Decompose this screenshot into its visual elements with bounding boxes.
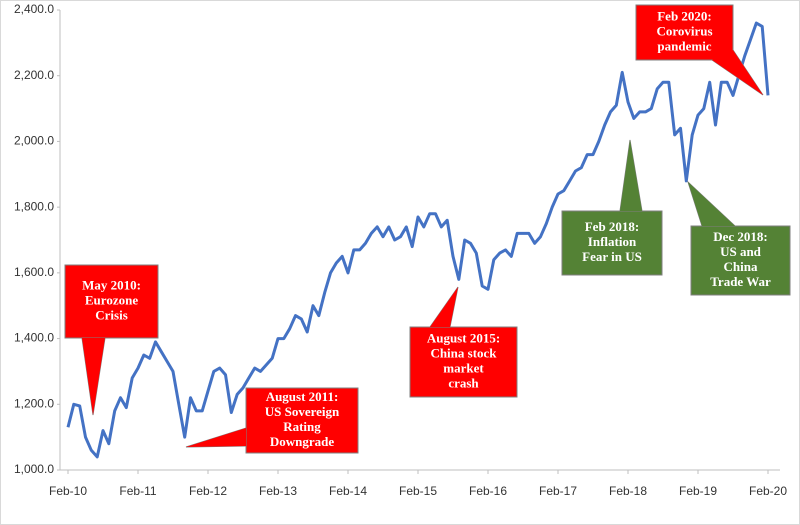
y-tick-label: 1,200.0 <box>14 396 54 410</box>
callout-box <box>561 210 663 276</box>
y-tick-label: 1,600.0 <box>14 265 54 279</box>
x-tick-label: Feb-10 <box>49 484 87 498</box>
callout-joint <box>430 287 458 327</box>
y-tick-label: 2,400.0 <box>14 2 54 16</box>
x-tick-label: Feb-17 <box>539 484 577 498</box>
x-tick-label: Feb-12 <box>189 484 227 498</box>
y-tick-label: 1,400.0 <box>14 331 54 345</box>
callout-text: May 2010: <box>82 277 141 292</box>
x-tick-label: Feb-19 <box>679 484 717 498</box>
callout-text: Feb 2018: <box>585 219 640 234</box>
callout-box <box>409 326 518 398</box>
callout-text: US Sovereign <box>265 404 340 419</box>
callout-text: Inflation <box>588 234 637 249</box>
data-line <box>66 21 770 459</box>
callout-text: August 2015: <box>427 330 500 345</box>
x-tick-label: Feb-13 <box>259 484 297 498</box>
callout-box <box>635 4 734 61</box>
callout-joint <box>620 140 642 211</box>
x-tick-label: Feb-20 <box>749 484 787 498</box>
x-tick-label: Feb-15 <box>399 484 437 498</box>
callout-text: China <box>724 259 758 274</box>
callout-text: pandemic <box>657 38 711 53</box>
y-tick-label: 1,800.0 <box>14 199 54 213</box>
x-tick-label: Feb-18 <box>609 484 647 498</box>
callout-text: Corovirus <box>656 23 712 38</box>
callout-joint <box>712 50 763 95</box>
x-tick-label: Feb-16 <box>469 484 507 498</box>
callout-text: market <box>443 360 484 375</box>
callout-joint <box>186 428 246 447</box>
callout-text: China stock <box>430 345 497 360</box>
callout-box <box>690 225 791 296</box>
x-tick-label: Feb-11 <box>119 484 156 498</box>
callout-text: August 2011: <box>266 389 339 404</box>
callout-text: crash <box>448 375 479 390</box>
callout-box <box>64 264 159 339</box>
callout-text: Trade War <box>710 274 771 289</box>
y-tick-label: 1,000.0 <box>14 462 54 476</box>
callout-text: Downgrade <box>270 434 335 449</box>
callout-text: Fear in US <box>582 249 642 264</box>
callout-box <box>245 387 359 454</box>
callout-text: Crisis <box>95 307 128 322</box>
y-tick-label: 2,200.0 <box>14 68 54 82</box>
callout-joint <box>688 182 735 226</box>
y-tick-label: 2,000.0 <box>14 134 54 148</box>
callout-text: Feb 2020: <box>657 8 712 23</box>
callout-text: US and <box>720 244 762 259</box>
x-tick-label: Feb-14 <box>329 484 367 498</box>
callout-text: Rating <box>283 419 321 434</box>
callout-joint <box>82 338 105 415</box>
callout-text: Dec 2018: <box>713 229 768 244</box>
callout-text: Eurozone <box>85 292 138 307</box>
